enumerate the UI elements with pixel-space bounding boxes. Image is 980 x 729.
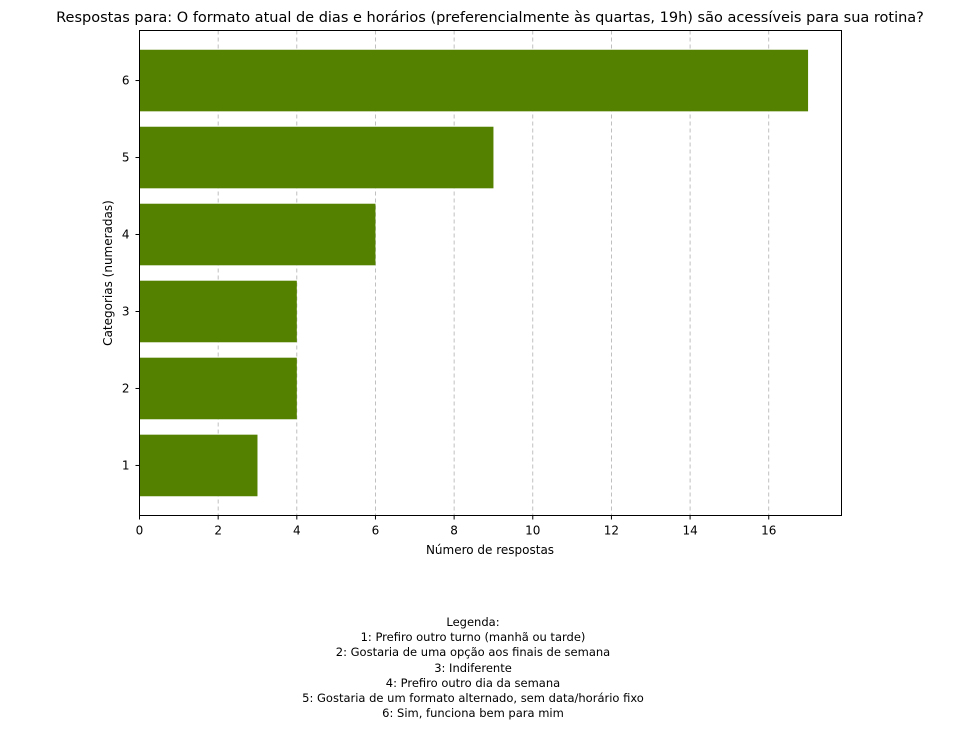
legend-item: 4: Prefiro outro dia da semana [385,675,561,690]
y-tick-label: 6 [122,74,130,88]
y-axis-ticks: 1 2 3 4 5 6 [122,74,140,472]
y-axis-label: Categorias (numeradas) [101,200,115,346]
chart-title: Respostas para: O formato atual de dias … [56,10,924,26]
bar [139,434,258,497]
x-axis-ticks: 0 2 4 6 8 10 12 14 16 [136,515,776,538]
y-tick-label: 1 [122,458,130,472]
bar [139,357,297,420]
x-tick-label: 8 [450,524,458,538]
x-tick-label: 10 [525,524,540,538]
legend-item: 6: Sim, funciona bem para mim [382,706,564,721]
legend-item: 5: Gostaria de um formato alternado, sem… [302,691,644,706]
x-tick-label: 0 [136,524,144,538]
bar [139,126,494,189]
x-tick-label: 14 [682,524,697,538]
y-tick-label: 3 [122,304,130,318]
x-tick-label: 2 [214,524,222,538]
y-tick-label: 2 [122,381,130,395]
x-tick-label: 6 [372,524,380,538]
x-tick-label: 12 [604,524,619,538]
bars [139,49,809,497]
x-tick-label: 4 [293,524,301,538]
legend-heading: Legenda: [446,615,500,629]
legend-item: 2: Gostaria de uma opção aos finais de s… [335,645,611,660]
bar [139,49,809,112]
y-tick-label: 4 [122,228,130,242]
legend-item: 1: Prefiro outro turno (manhã ou tarde) [360,630,586,645]
legend-notes: Legenda: 1: Prefiro outro turno (manhã o… [0,615,946,721]
legend-item: 3: Indiferente [434,660,512,675]
y-tick-label: 5 [122,151,130,165]
bar [139,280,297,343]
bar [139,203,376,266]
x-axis-label: Número de respostas [426,543,554,557]
x-tick-label: 16 [761,524,776,538]
plot-frame [139,30,842,516]
